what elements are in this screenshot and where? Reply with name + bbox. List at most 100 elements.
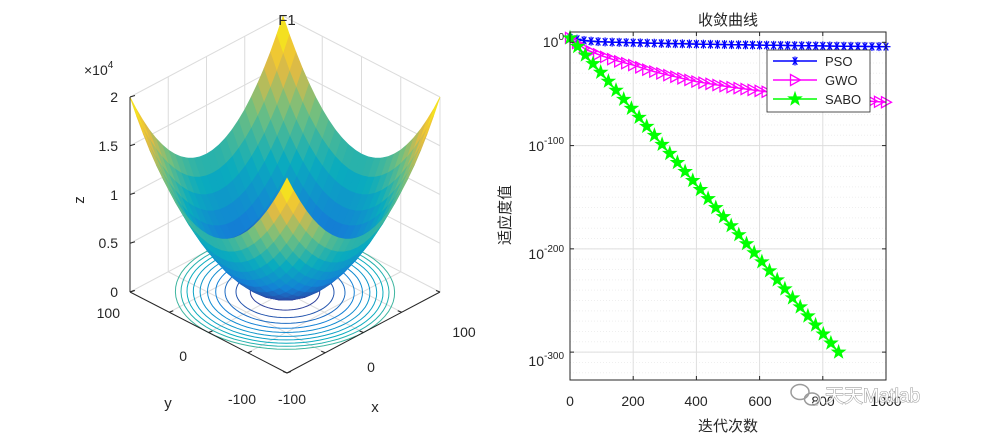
series-marker-gwo: [705, 77, 718, 91]
x-axis-label: x: [371, 399, 379, 416]
wechat-icon: [789, 382, 822, 407]
y-tick: [208, 330, 213, 333]
series-marker-sabo: [677, 163, 693, 179]
legend-marker-gwo: [789, 73, 802, 87]
series-marker-gwo: [754, 84, 767, 98]
series-marker-gwo: [606, 52, 619, 66]
y-tick-label: 10-300: [528, 351, 564, 369]
series-marker-pso: [586, 36, 596, 46]
series-marker-gwo: [733, 81, 746, 95]
series-marker-sabo: [592, 64, 609, 79]
z-tick: [129, 95, 136, 98]
y-tick-label: 100: [543, 32, 565, 50]
series-marker-sabo: [669, 154, 686, 170]
y-tick-exp: -100: [544, 136, 564, 147]
x-tick: [435, 290, 441, 293]
y-tick-exp: 0: [558, 32, 564, 43]
y-tick-base: 10: [528, 246, 544, 262]
series-marker-gwo: [663, 68, 676, 82]
series-marker-sabo: [577, 46, 594, 62]
z-tick-label: 0.5: [99, 235, 119, 251]
series-marker-gwo: [642, 63, 655, 77]
series-marker-sabo: [654, 136, 670, 152]
x-tick: [359, 330, 364, 333]
series-marker-gwo: [726, 80, 739, 94]
y-tick: [247, 350, 252, 354]
series-marker-gwo: [691, 74, 704, 89]
series-marker-sabo: [723, 217, 739, 233]
series-marker-pso: [839, 41, 849, 51]
series-marker-gwo: [649, 64, 662, 79]
series-marker-sabo: [792, 298, 809, 314]
y-tick: [286, 371, 292, 374]
z-tick: [129, 192, 136, 195]
y-tick-base: 10: [528, 138, 544, 154]
x-tick: [321, 350, 326, 354]
y-tick-label: -100: [228, 391, 256, 407]
surface-plot: F1 0 0.5 1 1.5 2 ×104 z 100 0 -100 y -10…: [71, 12, 476, 416]
convergence-ylabel: 适应度值: [496, 185, 514, 245]
y-axis-label: y: [164, 395, 172, 412]
series-marker-sabo: [623, 100, 640, 115]
x-tick-label: -100: [278, 391, 306, 407]
x-tick-label: 0: [566, 393, 574, 409]
series-marker-pso: [818, 41, 828, 51]
legend-label-sabo: SABO: [825, 92, 861, 107]
series-marker-gwo: [635, 60, 648, 74]
series-marker-sabo: [631, 109, 647, 124]
surface-patch: [129, 96, 144, 129]
surface-title: F1: [278, 12, 296, 29]
legend: PSO GWO SABO: [766, 49, 871, 113]
legend-label-pso: PSO: [825, 54, 852, 69]
x-tick-label: 200: [621, 393, 645, 409]
z-exponent: ×104: [84, 60, 114, 78]
series-marker-gwo: [670, 70, 683, 84]
series-marker-pso: [867, 42, 877, 52]
series-marker-gwo: [698, 76, 711, 90]
y-tick-label: 0: [179, 348, 187, 364]
series-marker-sabo: [815, 325, 832, 341]
x-tick: [397, 310, 402, 313]
y-tick-base: 10: [543, 34, 559, 50]
series-marker-sabo: [715, 208, 732, 224]
x-tick-label: 0: [367, 359, 375, 375]
series-marker-sabo: [784, 289, 801, 305]
watermark-text: 天天Matlab: [825, 386, 920, 407]
series-marker-gwo: [599, 50, 612, 64]
legend-label-gwo: GWO: [825, 73, 858, 88]
legend-marker-sabo: [787, 90, 803, 106]
y-tick-exp: -300: [544, 351, 564, 362]
series-marker-pso: [621, 38, 631, 48]
series-marker-sabo: [692, 181, 709, 197]
series-marker-sabo: [738, 235, 755, 251]
series-marker-sabo: [823, 334, 839, 350]
z-tick-label: 0: [110, 284, 118, 300]
convergence-ticks: [569, 32, 887, 380]
series-marker-sabo: [754, 253, 770, 269]
series-marker-gwo: [677, 71, 690, 85]
series-marker-gwo: [656, 66, 669, 81]
surface-mesh: [129, 15, 441, 301]
y-tick: [169, 310, 174, 313]
series-marker-sabo: [684, 172, 701, 188]
series-marker-gwo: [747, 83, 760, 97]
surface-patch: [136, 109, 150, 140]
x-tick: [282, 371, 288, 374]
y-tick-label: 10-200: [528, 244, 564, 262]
series-marker-gwo: [873, 95, 886, 109]
y-tick-label: 10-100: [528, 136, 564, 154]
surface-patch: [426, 96, 441, 129]
convergence-plot: 收敛曲线 迭代次数 适应度值 0 200 400 600 800 1000 10…: [496, 11, 902, 435]
series-marker-gwo: [592, 47, 605, 61]
series-marker-sabo: [830, 343, 847, 359]
x-tick-label: 100: [452, 324, 476, 340]
z-tick: [129, 241, 136, 244]
z-tick-label: 1.5: [99, 138, 119, 154]
series-marker-sabo: [615, 91, 632, 107]
surface-axes: [129, 95, 441, 374]
series-marker-gwo: [628, 58, 641, 72]
z-tick: [129, 143, 136, 147]
series-marker-sabo: [600, 73, 617, 88]
convergence-title: 收敛曲线: [698, 11, 758, 29]
